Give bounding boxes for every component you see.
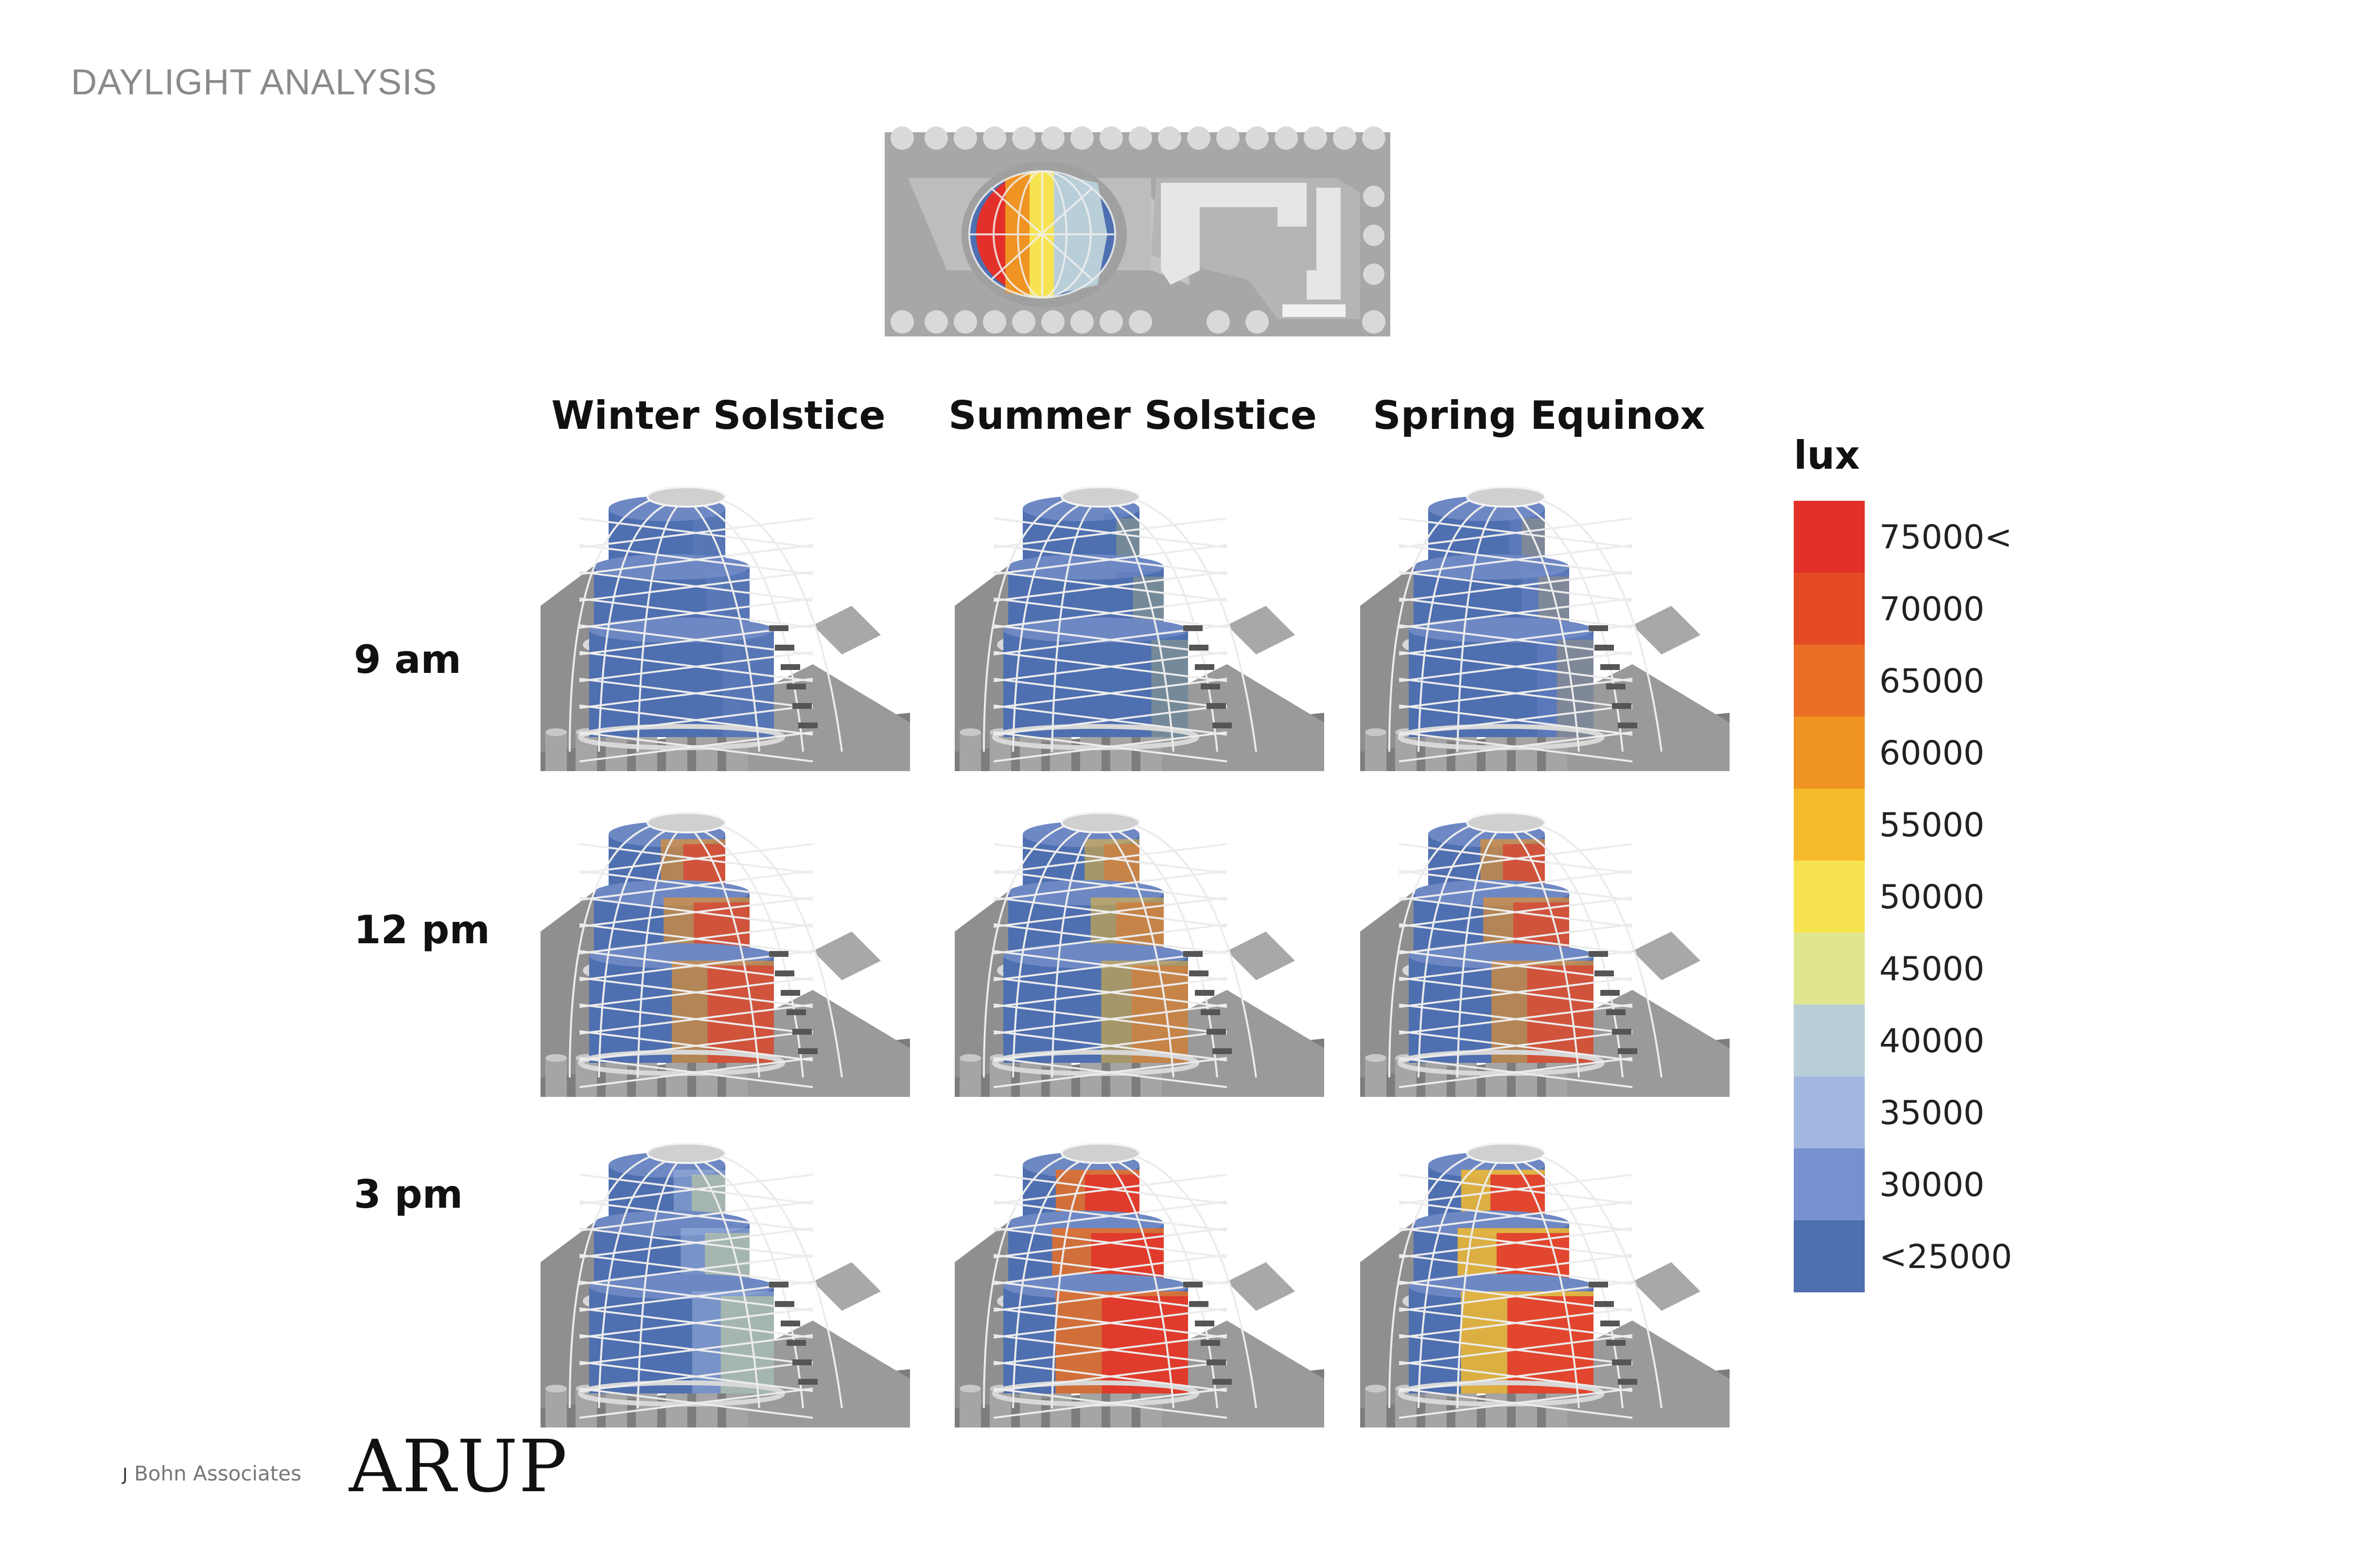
legend-swatch [1794, 789, 1865, 861]
legend-swatch [1794, 1076, 1865, 1148]
column-heading-winter-solstice: Winter Solstice [551, 393, 886, 438]
legend-color-bar [1794, 501, 1865, 1292]
legend-swatch [1794, 1148, 1865, 1220]
daylight-render-panel [1360, 1143, 1730, 1428]
legend-label: 75000< [1879, 518, 2012, 557]
daylight-render-panel [1360, 486, 1730, 771]
legend-label: <25000 [1879, 1238, 2012, 1276]
legend-swatch [1794, 1005, 1865, 1076]
legend-label: 45000 [1879, 950, 1985, 988]
firm-initial: J [122, 1465, 128, 1485]
legend-label: 30000 [1879, 1166, 1985, 1204]
legend-swatch [1794, 861, 1865, 933]
legend-label: 60000 [1879, 734, 1985, 773]
page-title: DAYLIGHT ANALYSIS [71, 62, 438, 102]
arup-logo: ARUP [349, 1425, 568, 1508]
daylight-render-panel [955, 486, 1324, 771]
column-heading-summer-solstice: Summer Solstice [948, 393, 1317, 438]
legend-swatch [1794, 573, 1865, 645]
column-circles [891, 126, 1385, 334]
legend-label: 50000 [1879, 878, 1985, 916]
legend-swatch [1794, 1220, 1865, 1292]
legend-swatch [1794, 717, 1865, 789]
daylight-render-panel [541, 486, 910, 771]
legend-unit: lux [1794, 433, 1860, 478]
firm-credit: J Bohn Associates [122, 1462, 301, 1485]
legend-label: 65000 [1879, 662, 1985, 701]
row-heading-12pm: 12 pm [354, 907, 490, 952]
daylight-render-panel [541, 812, 910, 1097]
legend-swatch [1794, 645, 1865, 717]
row-heading-9am: 9 am [354, 637, 461, 682]
firm-name: Bohn Associates [134, 1462, 301, 1485]
daylight-render-panel [1360, 812, 1730, 1097]
legend-label: 70000 [1879, 590, 1985, 629]
legend-swatch [1794, 933, 1865, 1005]
daylight-render-panel [541, 1143, 910, 1428]
column-heading-spring-equinox: Spring Equinox [1373, 393, 1705, 438]
legend-label: 55000 [1879, 806, 1985, 845]
legend-swatch [1794, 501, 1865, 573]
daylight-render-panel [955, 812, 1324, 1097]
daylight-render-panel [955, 1143, 1324, 1428]
site-plan-image [885, 126, 1390, 336]
row-heading-3pm: 3 pm [354, 1172, 463, 1217]
legend-label: 35000 [1879, 1094, 1985, 1132]
legend-label: 40000 [1879, 1022, 1985, 1060]
